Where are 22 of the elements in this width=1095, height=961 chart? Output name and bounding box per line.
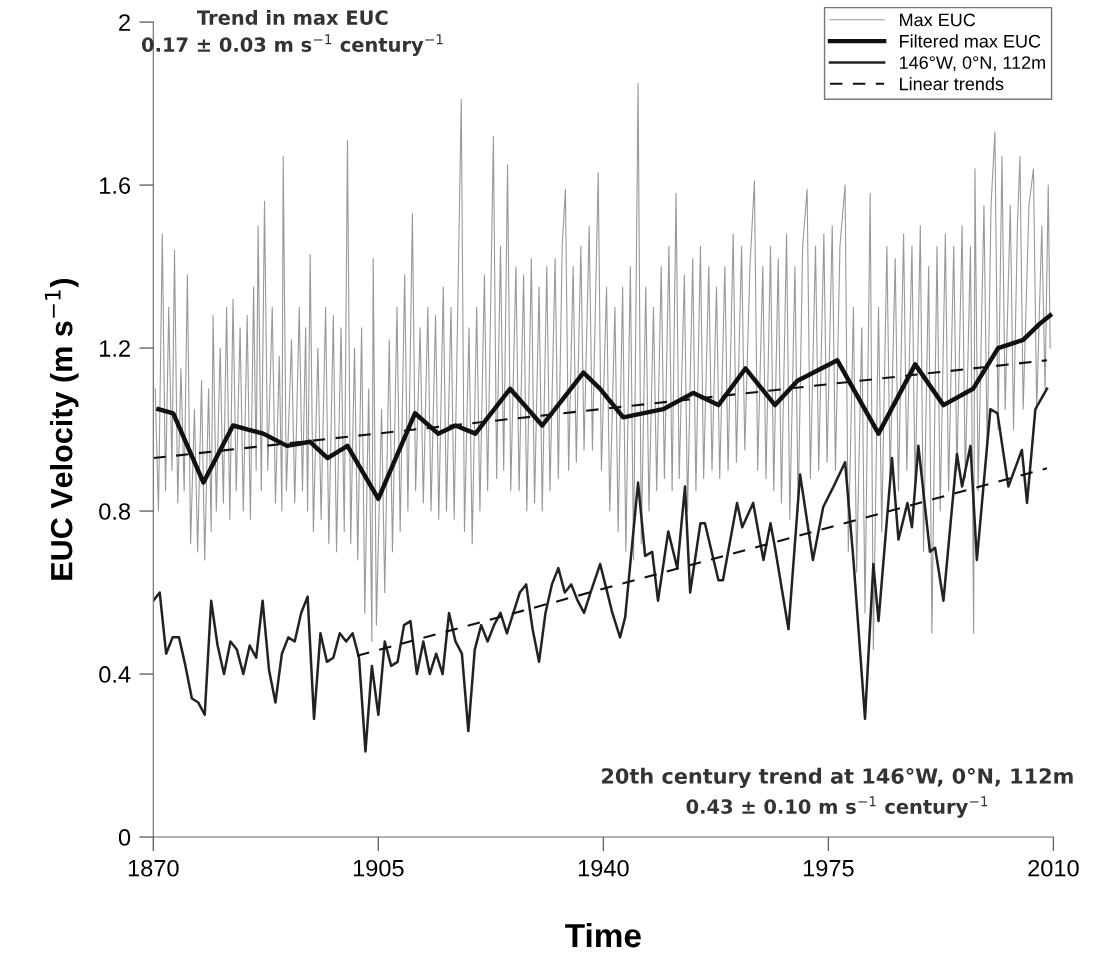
legend-label: Filtered max EUC xyxy=(900,34,1041,48)
y-tick-label: 1.6 xyxy=(100,177,131,194)
x-tick-label: 1975 xyxy=(803,859,854,877)
line-series xyxy=(156,313,1053,502)
x-tick-label: 1940 xyxy=(578,859,629,877)
y-tick-label: 0.4 xyxy=(99,666,131,683)
x-axis-title: Time xyxy=(565,922,641,948)
x-tick-label: 1905 xyxy=(353,859,404,877)
y-axis-title: EUC Velocity (m s$^{−1}$) xyxy=(44,278,79,580)
annotation: 20th century trend at 146°W, 0°N, 112m xyxy=(602,767,1073,789)
y-tick-label: 1.2 xyxy=(100,340,130,357)
line-series xyxy=(153,387,1049,753)
legend-label: 146°W, 0°N, 112m xyxy=(899,56,1045,72)
y-tick-label: 0.8 xyxy=(99,503,131,520)
annotation: 0.43 ± 0.10 m s$^{−1}$ century$^{−1}$ xyxy=(686,796,988,818)
legend-label: Max EUC xyxy=(900,13,976,27)
y-tick-label: 0 xyxy=(118,829,131,846)
annotation: Trend in max EUC xyxy=(197,9,388,25)
legend-label: Linear trends xyxy=(900,77,1004,91)
x-tick-label: 2010 xyxy=(1028,859,1079,877)
x-tick-label: 1870 xyxy=(128,859,179,877)
y-tick-label: 2 xyxy=(119,14,130,31)
